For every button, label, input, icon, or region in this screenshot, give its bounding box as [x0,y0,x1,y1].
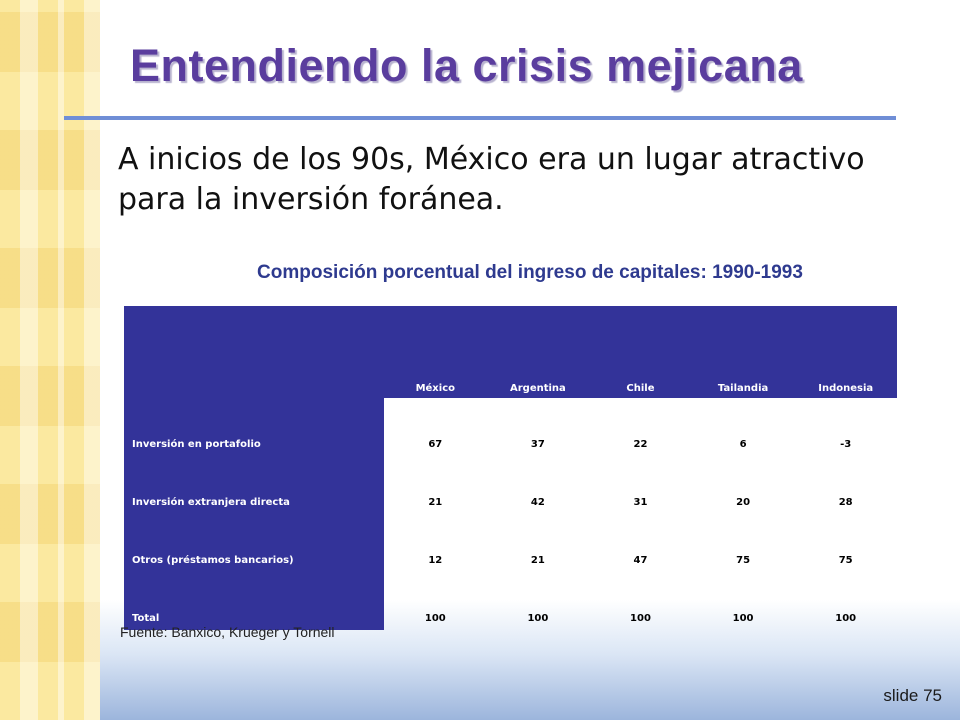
decorative-left-strip [0,0,100,720]
table-header-row: México Argentina Chile Tailandia Indones… [124,306,897,398]
table-cell: 100 [732,613,754,624]
table-corner-cell [124,306,384,398]
slide-number: slide 75 [883,686,942,705]
table-cell: 20 [736,497,751,508]
table-cell: 12 [428,555,443,566]
title-divider [64,116,896,120]
table-cell: 75 [838,555,853,566]
table-row: Total 100 100 100 100 100 [124,572,897,630]
table-cell: 67 [428,439,443,450]
table-row: Inversión en portafolio 67 37 22 6 -3 [124,398,897,456]
table-cell: 100 [835,613,857,624]
row-label: Total [124,572,384,630]
capital-inflows-table: México Argentina Chile Tailandia Indones… [124,306,897,630]
row-label: Otros (préstamos bancarios) [124,514,384,572]
table-cell: 47 [633,555,648,566]
column-header: Tailandia [691,306,795,398]
table-cell: 28 [838,497,853,508]
table-cell: 21 [428,497,443,508]
row-label: Inversión extranjera directa [124,456,384,514]
table-cell: 22 [633,439,648,450]
column-header: Indonesia [794,306,897,398]
column-header: México [384,306,487,398]
table-title: Composición porcentual del ingreso de ca… [257,262,803,283]
table-cell: 31 [633,497,648,508]
table-cell: 21 [530,555,545,566]
slide-title: Entendiendo la crisis mejicana [130,40,803,91]
table-row: Otros (préstamos bancarios) 12 21 47 75 … [124,514,897,572]
table-cell: 6 [739,439,747,450]
intro-text: A inicios de los 90s, México era un luga… [118,142,865,217]
table-cell: 42 [530,497,545,508]
source-note: Fuente: Banxico, Krueger y Tornell [120,624,335,640]
table-cell: 100 [527,613,549,624]
table-cell: 100 [424,613,446,624]
table-cell: 37 [530,439,545,450]
column-header: Argentina [486,306,590,398]
row-label: Inversión en portafolio [124,398,384,456]
table-row: Inversión extranjera directa 21 42 31 20… [124,456,897,514]
table-cell: 75 [736,555,751,566]
table-cell: 100 [630,613,651,624]
column-header: Chile [589,306,692,398]
table-cell: -3 [840,439,852,450]
